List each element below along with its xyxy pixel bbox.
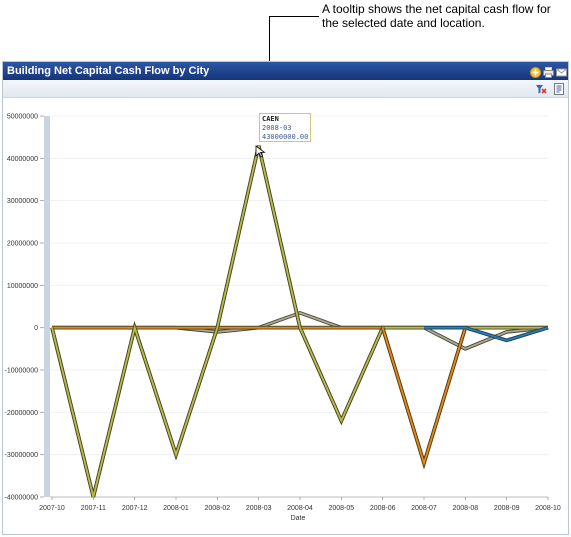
- panel-toolbar: [3, 80, 568, 98]
- series-line-shadow: [380, 327, 468, 470]
- x-tick-label: 2008-03: [246, 505, 272, 512]
- panel-title: Building Net Capital Cash Flow by City: [7, 65, 210, 77]
- x-tick-label: 2008-09: [494, 505, 520, 512]
- y-tick-label: 40000000: [7, 156, 38, 163]
- y-tick-label: 0: [34, 325, 38, 332]
- series-line-orange[interactable]: [381, 327, 467, 467]
- callout-annotation: A tooltip shows the net capital cash flo…: [322, 2, 551, 30]
- x-tick-label: 2008-08: [452, 505, 478, 512]
- y-tick-label: 50000000: [7, 114, 38, 121]
- data-tooltip: CAEN 2008-03 43000000.00: [259, 113, 311, 142]
- y-tick-label: 10000000: [7, 283, 38, 290]
- x-tick-label: 2007-10: [39, 505, 65, 512]
- tooltip-city: CAEN: [262, 115, 279, 123]
- x-tick-label: 2008-07: [411, 505, 437, 512]
- series-line[interactable]: [52, 326, 548, 467]
- y-tick-label: 20000000: [7, 241, 38, 248]
- y-tick-label: -30000000: [5, 452, 39, 459]
- x-tick-label: 2007-12: [122, 505, 148, 512]
- mouse-cursor-icon: [255, 145, 266, 158]
- series-line-shadow: [50, 145, 548, 498]
- y-tick-label: -40000000: [5, 495, 39, 502]
- add-icon[interactable]: [530, 65, 541, 78]
- series-line-shadow: [52, 325, 548, 470]
- tooltip-date: 2008-03: [262, 124, 292, 132]
- x-tick-label: 2008-01: [163, 505, 189, 512]
- x-tick-label: 2007-11: [81, 505, 106, 512]
- y-tick-label: 30000000: [7, 198, 38, 205]
- tooltip-value: 43000000.00: [262, 133, 309, 141]
- y-axis-bar: [44, 116, 50, 497]
- x-axis-label: Date: [291, 515, 306, 522]
- panel-title-bar: Building Net Capital Cash Flow by City: [3, 62, 568, 80]
- print-icon[interactable]: [543, 65, 554, 78]
- series-line-blue[interactable]: [424, 326, 549, 342]
- y-tick-label: -10000000: [5, 368, 39, 375]
- x-tick-label: 2008-10: [535, 505, 561, 512]
- x-tick-label: 2008-05: [328, 505, 354, 512]
- email-icon[interactable]: [556, 65, 567, 77]
- x-tick-label: 2008-02: [204, 505, 230, 512]
- x-tick-label: 2008-06: [370, 505, 396, 512]
- x-tick-label: 2008-04: [287, 505, 313, 512]
- callout-line-horizontal: [269, 16, 319, 17]
- export-icon[interactable]: [553, 82, 565, 95]
- y-tick-label: -20000000: [5, 410, 39, 417]
- drill-icon[interactable]: [535, 82, 547, 94]
